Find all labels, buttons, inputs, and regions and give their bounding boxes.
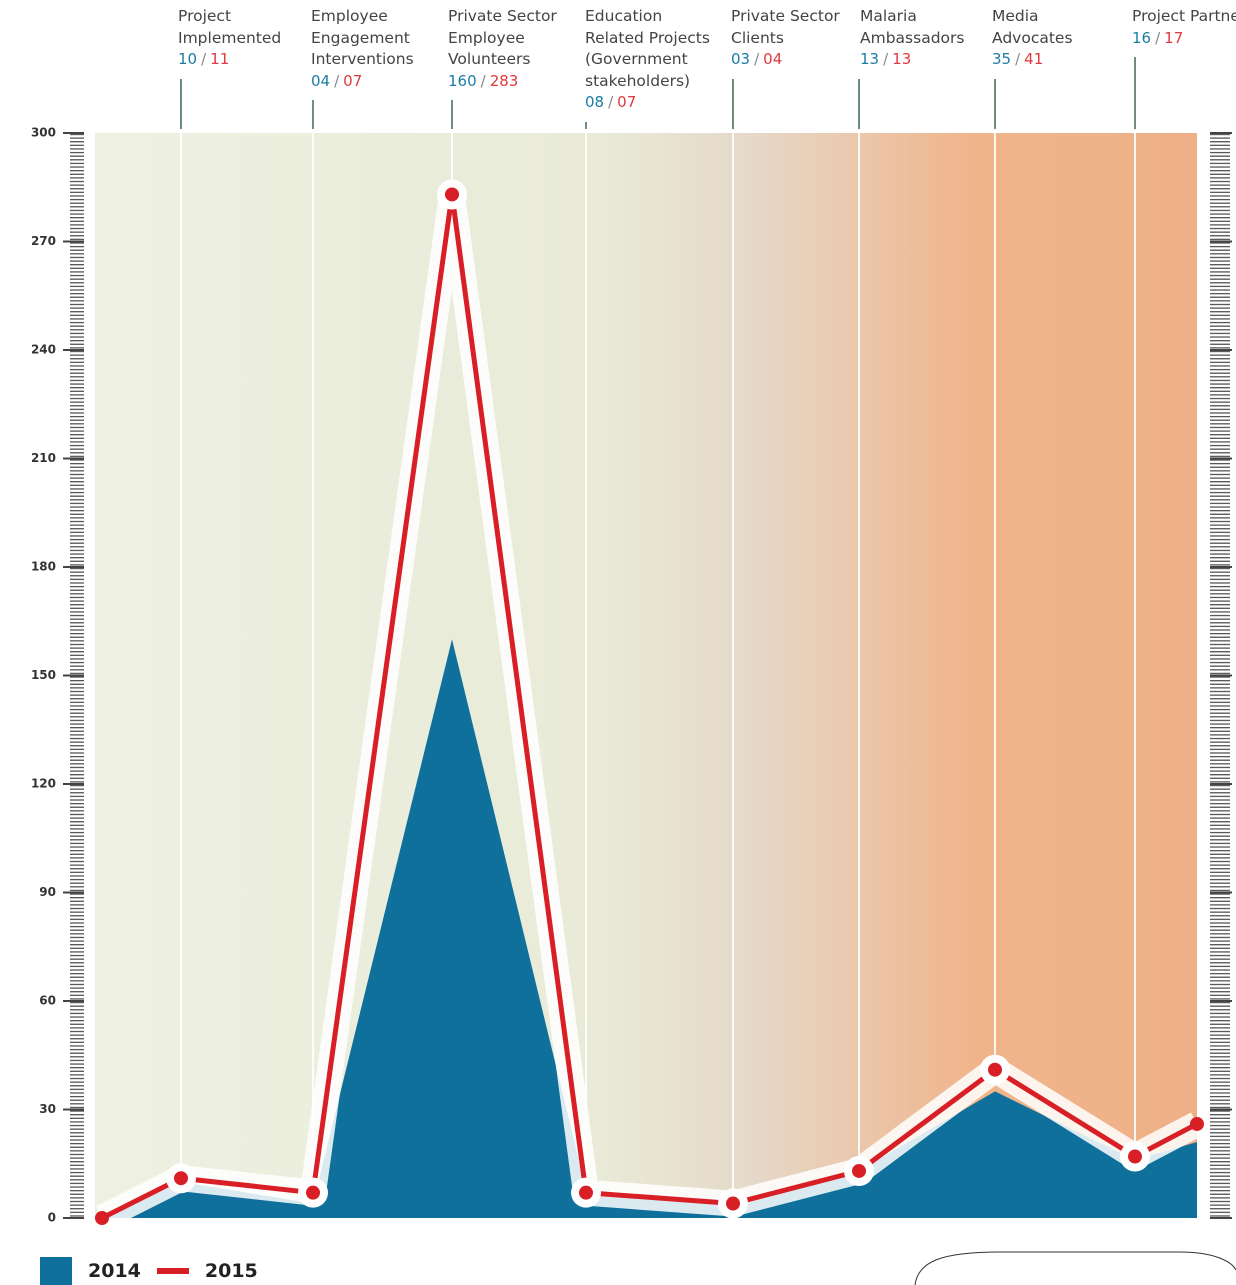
- value-label-2015: 283: [489, 71, 519, 90]
- category-label: Malaria Ambassadors 13/13: [860, 6, 990, 71]
- background-photo: [95, 133, 1197, 1218]
- value-separator: /: [201, 50, 207, 68]
- y-tick-label: 150: [31, 668, 56, 682]
- legend-swatch-2015: [156, 1268, 189, 1274]
- value-label-2015: 04: [763, 50, 783, 68]
- value-separator: /: [883, 50, 889, 68]
- category-label: Private Sector Clients 03/04: [731, 6, 861, 71]
- value-labels: 03/04: [731, 49, 861, 71]
- value-labels: 10/11: [178, 49, 308, 71]
- area-2014: [102, 639, 1197, 1218]
- category-label: Employee Engagement Interventions 04/07: [311, 6, 441, 92]
- decor-frame: [914, 1251, 1236, 1285]
- category-label: Education Related Projects (Government s…: [585, 6, 715, 114]
- point: [445, 187, 459, 202]
- category-name: Project Implemented: [178, 7, 282, 47]
- value-label-2015: 07: [617, 93, 637, 111]
- legend: 2014 2015: [40, 1257, 258, 1285]
- point: [174, 1171, 188, 1186]
- category-name: Education Related Projects (Government s…: [585, 7, 710, 90]
- point: [306, 1185, 320, 1200]
- value-labels: 160/283: [448, 71, 578, 93]
- value-label-2014: 10: [178, 50, 198, 68]
- value-label-2015: 11: [210, 50, 230, 68]
- category-label: Media Advocates 35/41: [992, 6, 1122, 71]
- category-name: Project Partners: [1132, 7, 1236, 25]
- category-name: Employee Engagement Interventions: [311, 7, 414, 68]
- category-label: Private Sector Employee Volunteers 160/28…: [448, 6, 578, 92]
- value-label-2014: 03: [731, 50, 751, 68]
- legend-swatch-2014: [40, 1257, 72, 1285]
- value-labels: 35/41: [992, 49, 1122, 71]
- y-tick-label: 240: [31, 343, 56, 357]
- value-separator: /: [754, 50, 760, 68]
- value-label-2014: 04: [311, 71, 331, 90]
- point: [726, 1196, 740, 1211]
- y-tick-label: 180: [31, 560, 56, 574]
- value-labels: 16/17: [1132, 28, 1236, 50]
- category-name: Media Advocates: [992, 7, 1073, 47]
- value-label-2014: 16: [1132, 28, 1152, 47]
- legend-label: 2015: [204, 1260, 258, 1282]
- y-tick-label: 60: [39, 994, 56, 1008]
- y-tick-label: 0: [48, 1211, 56, 1225]
- value-label-2015: 07: [343, 71, 363, 90]
- value-label-2015: 41: [1024, 50, 1044, 68]
- value-separator: /: [1015, 50, 1021, 68]
- line-2015: [100, 191, 1199, 1221]
- category-name: Private Sector Clients: [731, 7, 840, 47]
- value-labels: 04/07: [311, 71, 441, 93]
- value-labels: 08/07: [585, 92, 715, 114]
- point: [95, 1211, 109, 1225]
- y-tick-label: 210: [31, 451, 56, 465]
- category-label: Project Partners 16/17: [1132, 6, 1236, 49]
- y-tick-label: 270: [31, 234, 56, 248]
- y-tick-label: 30: [39, 1102, 56, 1116]
- value-separator: /: [334, 71, 340, 90]
- value-label-2014: 160: [448, 71, 477, 90]
- legend-label: 2014: [88, 1260, 141, 1282]
- y-tick-label: 120: [31, 777, 56, 791]
- value-label-2014: 13: [860, 50, 880, 68]
- value-label-2015: 17: [1164, 28, 1184, 47]
- point: [1128, 1149, 1142, 1164]
- point: [852, 1163, 866, 1178]
- category-name: Malaria Ambassadors: [860, 7, 965, 47]
- category-name: Private Sector Employee Volunteers: [448, 7, 557, 68]
- value-separator: /: [608, 93, 614, 111]
- value-labels: 13/13: [860, 49, 990, 71]
- value-separator: /: [1155, 28, 1161, 47]
- y-tick-label: 90: [39, 885, 56, 899]
- value-label-2015: 13: [892, 50, 912, 68]
- y-tick-label: 300: [31, 126, 56, 140]
- value-label-2014: 35: [992, 50, 1012, 68]
- point: [1190, 1116, 1204, 1131]
- value-separator: /: [480, 71, 486, 90]
- point: [988, 1062, 1002, 1077]
- point: [579, 1185, 593, 1200]
- category-label: Project Implemented 10/11: [178, 6, 308, 71]
- value-label-2014: 08: [585, 93, 605, 111]
